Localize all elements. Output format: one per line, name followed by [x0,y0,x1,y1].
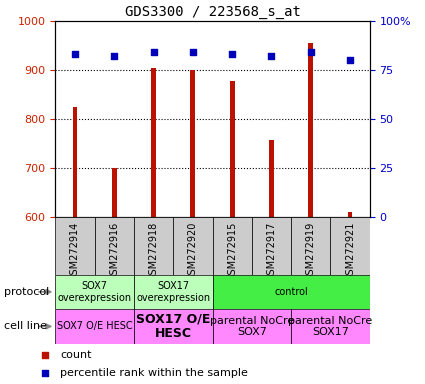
Bar [134,217,173,275]
Bar [309,43,313,217]
Text: GSM272917: GSM272917 [266,222,277,281]
Text: GSM272921: GSM272921 [345,222,355,281]
Text: control: control [274,287,308,297]
Bar [252,217,291,275]
Bar [55,275,134,309]
Point [268,53,275,60]
Point [150,50,157,56]
Bar [331,217,370,275]
Bar [73,107,77,217]
Bar [190,70,195,217]
Text: SOX7 O/E HESC: SOX7 O/E HESC [57,321,132,331]
Text: parental NoCre
SOX7: parental NoCre SOX7 [210,316,294,337]
Text: cell line: cell line [4,321,47,331]
Text: percentile rank within the sample: percentile rank within the sample [60,367,248,377]
Bar [112,168,116,217]
Point [111,53,118,60]
Text: count: count [60,350,92,360]
Text: GSM272915: GSM272915 [227,222,237,281]
Text: GSM272916: GSM272916 [109,222,119,281]
Bar [55,309,134,344]
Bar [94,217,134,275]
Bar [348,212,352,217]
Point [229,51,235,58]
Bar [291,217,331,275]
Text: protocol: protocol [4,287,49,297]
Text: SOX17
overexpression: SOX17 overexpression [136,281,210,303]
Bar [134,275,212,309]
Bar [173,217,212,275]
Point [42,352,48,358]
Text: GSM272920: GSM272920 [188,222,198,281]
Text: GSM272918: GSM272918 [148,222,159,281]
Bar [212,275,370,309]
Bar [230,81,235,217]
Point [307,50,314,56]
Bar [212,217,252,275]
Bar [55,217,94,275]
Text: SOX7
overexpression: SOX7 overexpression [57,281,132,303]
Point [42,369,48,376]
Point [71,51,78,58]
Text: parental NoCre
SOX17: parental NoCre SOX17 [288,316,373,337]
Bar [134,309,212,344]
Bar [269,140,274,217]
Bar [151,68,156,217]
Bar [291,309,370,344]
Text: SOX17 O/E
HESC: SOX17 O/E HESC [136,313,210,340]
Title: GDS3300 / 223568_s_at: GDS3300 / 223568_s_at [125,5,300,19]
Point [347,57,354,63]
Text: GSM272919: GSM272919 [306,222,316,281]
Bar [212,309,291,344]
Point [190,50,196,56]
Text: GSM272914: GSM272914 [70,222,80,281]
